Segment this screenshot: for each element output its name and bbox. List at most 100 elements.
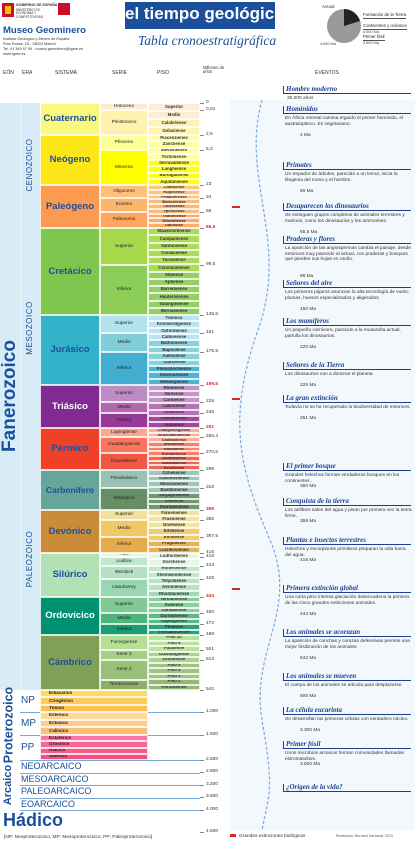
age-tick xyxy=(200,228,204,229)
series-cell: Superior xyxy=(100,385,148,402)
eon-label: Fanerozoico xyxy=(0,340,21,452)
stage-cell: Pliensbachiense xyxy=(148,365,200,373)
event-date: 350 Ma xyxy=(300,484,316,490)
contact: Tel. 91 349 57 59 - museo.geominero@igme… xyxy=(3,47,84,51)
stage-cell: Aptiense xyxy=(148,278,200,286)
system-cell: Cuaternario xyxy=(40,103,100,135)
series-cell: Terranovense xyxy=(100,680,148,690)
stage-cell: Bashkiriense xyxy=(148,487,200,493)
stage-cell: Selandiense xyxy=(148,218,200,224)
series-cell: Superior xyxy=(100,315,148,333)
stage-cell: Anisiense xyxy=(148,409,200,416)
footer-abbreviations: [NP: Neoproterozoico, MP: Mesoproterozoi… xyxy=(4,835,153,840)
eon-label: Arcaico xyxy=(2,764,15,806)
series-cell: Ludlow xyxy=(100,557,148,566)
stage-cell: Roadiense xyxy=(148,446,200,452)
age-label: 488 xyxy=(206,632,215,637)
age-tick xyxy=(200,832,204,833)
event-title: Praderas y flores xyxy=(283,235,411,245)
system-cell: Silúrico xyxy=(40,553,100,597)
series-cell: Medio xyxy=(100,520,148,537)
stage-cell: Guzhangiense xyxy=(148,651,200,657)
age-label: 199,5 xyxy=(206,382,219,387)
series-cell: Superior xyxy=(100,510,148,520)
stage-cell: Medio xyxy=(148,111,200,119)
series-cell: Llandovery xyxy=(100,579,148,597)
stage-cell: Berriasiense xyxy=(148,307,200,315)
age-label: 460 xyxy=(206,610,215,615)
period-cell: Sidérico xyxy=(40,753,148,760)
stage-cell: Kunguriense xyxy=(148,451,200,456)
age-tick xyxy=(200,690,204,691)
age-label: 251 xyxy=(206,425,215,430)
series-cell: Eoceno xyxy=(100,198,148,212)
age-label: 270,6 xyxy=(206,450,219,455)
column-header: PISO xyxy=(157,70,169,76)
era-divider xyxy=(20,810,200,811)
age-label: 472 xyxy=(206,621,215,626)
stage-cell: Sandbiense xyxy=(148,607,200,614)
stage-cell: Langhiense xyxy=(148,166,200,173)
stage-cell: Ladiniense xyxy=(148,403,200,410)
event-date: 359 Ma xyxy=(300,519,316,525)
stage-cell: Ludfordiense xyxy=(148,553,200,560)
stage-cell: Paibiense xyxy=(148,646,200,652)
extinction-marker xyxy=(232,206,240,208)
column-header: EÓN xyxy=(3,70,14,76)
event-title: Homínidos xyxy=(283,105,411,115)
series-cell: Mioceno xyxy=(100,150,148,185)
event-date: 444 Ma xyxy=(300,611,316,617)
age-tick xyxy=(200,557,204,558)
age-label: 444 xyxy=(206,594,215,599)
system-cell: Cámbrico xyxy=(40,635,100,690)
stage-cell: Turoniense xyxy=(148,257,200,265)
stage-cell: Maastrichtiense xyxy=(148,228,200,236)
event-text: La aparición de conchas y corazas defens… xyxy=(285,639,410,650)
event-date: 542 Ma xyxy=(300,655,316,661)
age-tick xyxy=(200,579,204,580)
period-cell: Esténico xyxy=(40,712,148,720)
stage-cell: Kimmeridgiense xyxy=(148,321,200,328)
title: el tiempo geológico xyxy=(125,4,285,23)
age-tick xyxy=(200,537,204,538)
age-label: 245 xyxy=(206,410,215,415)
event-text: Un trepador de árboles, parecido a un le… xyxy=(285,172,398,183)
column-header: ERA xyxy=(22,70,33,76)
series-cell: Paleoceno xyxy=(100,212,148,228)
event-date: 65,5 Ma xyxy=(300,229,318,235)
age-tick xyxy=(200,428,204,429)
event-text: Todavía no se ha recuperado la biodivers… xyxy=(285,405,411,410)
event-text: Una corta pero intensa glaciación desenc… xyxy=(285,595,409,606)
age-label: 56 xyxy=(206,209,212,214)
event-title: Primera extinción global xyxy=(283,584,411,594)
stage-cell: Serpujoviense xyxy=(148,492,200,499)
age-label: 0 xyxy=(206,100,209,105)
stage-cell: Moscoviense xyxy=(148,481,200,488)
event-date: 3.500 Ma xyxy=(300,762,321,768)
stage-cell: Piso 9 xyxy=(148,640,200,646)
stage-cell: Luteciense xyxy=(148,204,200,209)
age-tick xyxy=(200,597,204,598)
stage-cell: Hirnantiense xyxy=(148,597,200,603)
age-tick xyxy=(200,212,204,213)
era-divider xyxy=(20,797,200,799)
age-label: 423 xyxy=(206,563,215,568)
era-label: PP xyxy=(21,741,35,753)
title-box xyxy=(125,2,275,29)
age-label: 23 xyxy=(206,182,212,187)
age-tick xyxy=(200,566,204,567)
era-label: EOARCAICO xyxy=(21,798,76,809)
stage-cell: Daniense xyxy=(148,223,200,228)
event-title: Señores de la Tierra xyxy=(283,361,411,371)
stage-cell: Katiense xyxy=(148,602,200,608)
event-date: 2.300 Ma xyxy=(300,728,321,734)
stage-cell: Tortoniense xyxy=(148,153,200,160)
event-text: Unos microbios arcaicos forman comunidad… xyxy=(285,751,404,762)
series-cell: Inferior xyxy=(100,413,148,428)
age-label: 3.200 xyxy=(206,782,219,787)
stage-cell: Thanetiense xyxy=(148,213,200,219)
stage-cell: Givetiense xyxy=(148,522,200,529)
web: www.igme.es xyxy=(3,52,26,56)
stage-cell: Rhetiense xyxy=(148,385,200,392)
